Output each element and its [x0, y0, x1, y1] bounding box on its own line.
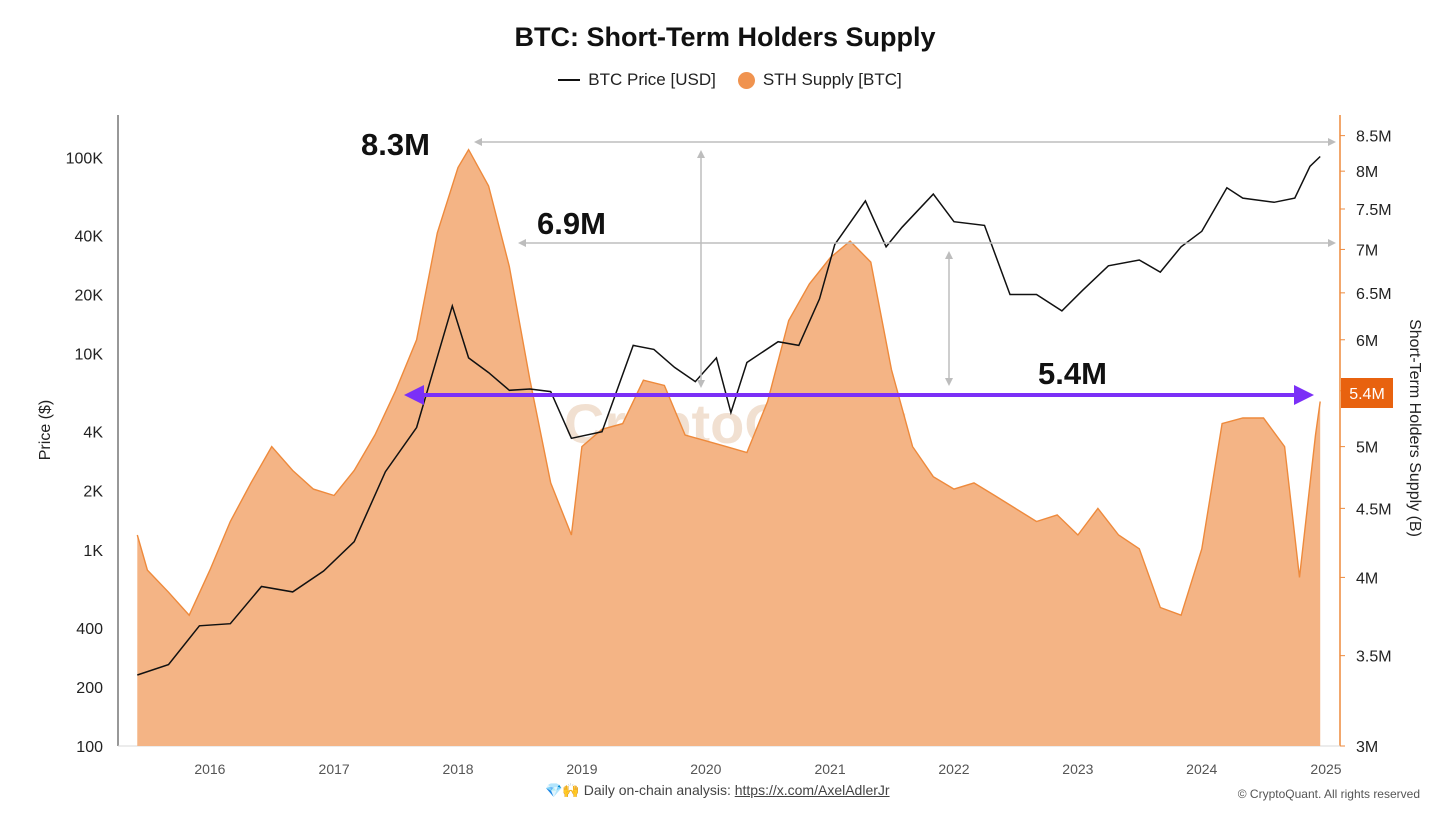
- x-tick-label: 2020: [690, 761, 721, 777]
- right-tick-label: 6M: [1356, 333, 1378, 350]
- left-tick-label: 10K: [75, 347, 104, 364]
- x-tick-label: 2019: [566, 761, 597, 777]
- guide-arrowhead: [697, 150, 705, 158]
- right-tick-label: 8M: [1356, 164, 1378, 181]
- annotation-peak-2021: 6.9M: [537, 206, 606, 241]
- footer-text: Daily on-chain analysis:: [583, 782, 731, 798]
- guide-arrowhead: [1328, 239, 1336, 247]
- right-tick-label: 6.5M: [1356, 286, 1392, 303]
- dot-swatch-icon: [737, 71, 755, 89]
- x-tick-label: 2017: [319, 761, 350, 777]
- copyright: © CryptoQuant. All rights reserved: [1237, 787, 1420, 801]
- legend-label-supply: STH Supply [BTC]: [762, 70, 902, 89]
- sth-supply-line: [136, 148, 1321, 617]
- line-swatch-icon: [558, 79, 581, 81]
- x-tick-label: 2016: [194, 761, 225, 777]
- legend: BTC Price [USD] STH Supply [BTC]: [0, 70, 1456, 90]
- right-tick-label: 7M: [1356, 242, 1378, 259]
- left-tick-label: 2K: [83, 484, 103, 501]
- current-value-badge: [1341, 378, 1393, 408]
- x-tick-label: 2023: [1062, 761, 1093, 777]
- guide-arrowhead: [518, 239, 526, 247]
- left-tick-label: 1K: [83, 543, 103, 560]
- guide-arrowhead: [945, 251, 953, 259]
- guide-arrowhead: [474, 138, 482, 146]
- guide-arrowhead: [697, 380, 705, 388]
- left-tick-label: 100K: [66, 150, 104, 167]
- guide-arrowhead: [945, 378, 953, 386]
- arrowhead-right-icon: [1294, 385, 1314, 405]
- arrowhead-left-icon: [404, 385, 424, 405]
- annotation-current: 5.4M: [1038, 356, 1107, 391]
- left-tick-label: 20K: [75, 288, 104, 305]
- right-tick-label: 3M: [1356, 739, 1378, 756]
- right-tick-label: 7.5M: [1356, 202, 1392, 219]
- x-tick-label: 2018: [442, 761, 473, 777]
- x-tick-label: 2025: [1310, 761, 1341, 777]
- diamond-hands-icon: 💎🙌: [545, 782, 580, 798]
- footer-link[interactable]: https://x.com/AxelAdlerJr: [734, 782, 890, 798]
- current-value-badge-label: 5.4M: [1349, 386, 1385, 403]
- footer: 💎🙌 Daily on-chain analysis: https://x.co…: [545, 782, 890, 799]
- x-tick-label: 2022: [938, 761, 969, 777]
- guide-arrowhead: [1328, 138, 1336, 146]
- left-tick-label: 200: [76, 680, 103, 697]
- chart-title: BTC: Short-Term Holders Supply: [514, 22, 936, 52]
- x-tick-label: 2024: [1186, 761, 1217, 777]
- btc-price-line: [137, 155, 1321, 676]
- legend-item-price[interactable]: BTC Price [USD]: [558, 70, 716, 90]
- right-tick-label: 4M: [1356, 570, 1378, 587]
- right-tick-label: 3.5M: [1356, 649, 1392, 666]
- right-tick-label: 4.5M: [1356, 501, 1392, 518]
- legend-item-supply[interactable]: STH Supply [BTC]: [737, 70, 902, 90]
- right-tick-label: 8.5M: [1356, 129, 1392, 146]
- x-tick-label: 2021: [814, 761, 845, 777]
- left-tick-label: 400: [76, 621, 103, 638]
- y-axis-left-label: Price ($): [37, 400, 54, 460]
- annotation-peak-2018: 8.3M: [361, 127, 430, 162]
- right-tick-label: 5M: [1356, 440, 1378, 457]
- y-axis-right-label: Short-Term Holders Supply (B): [1406, 319, 1423, 537]
- left-tick-label: 4K: [83, 425, 103, 442]
- left-tick-label: 100: [76, 739, 103, 756]
- legend-label-price: BTC Price [USD]: [588, 70, 716, 89]
- left-tick-label: 40K: [75, 228, 104, 245]
